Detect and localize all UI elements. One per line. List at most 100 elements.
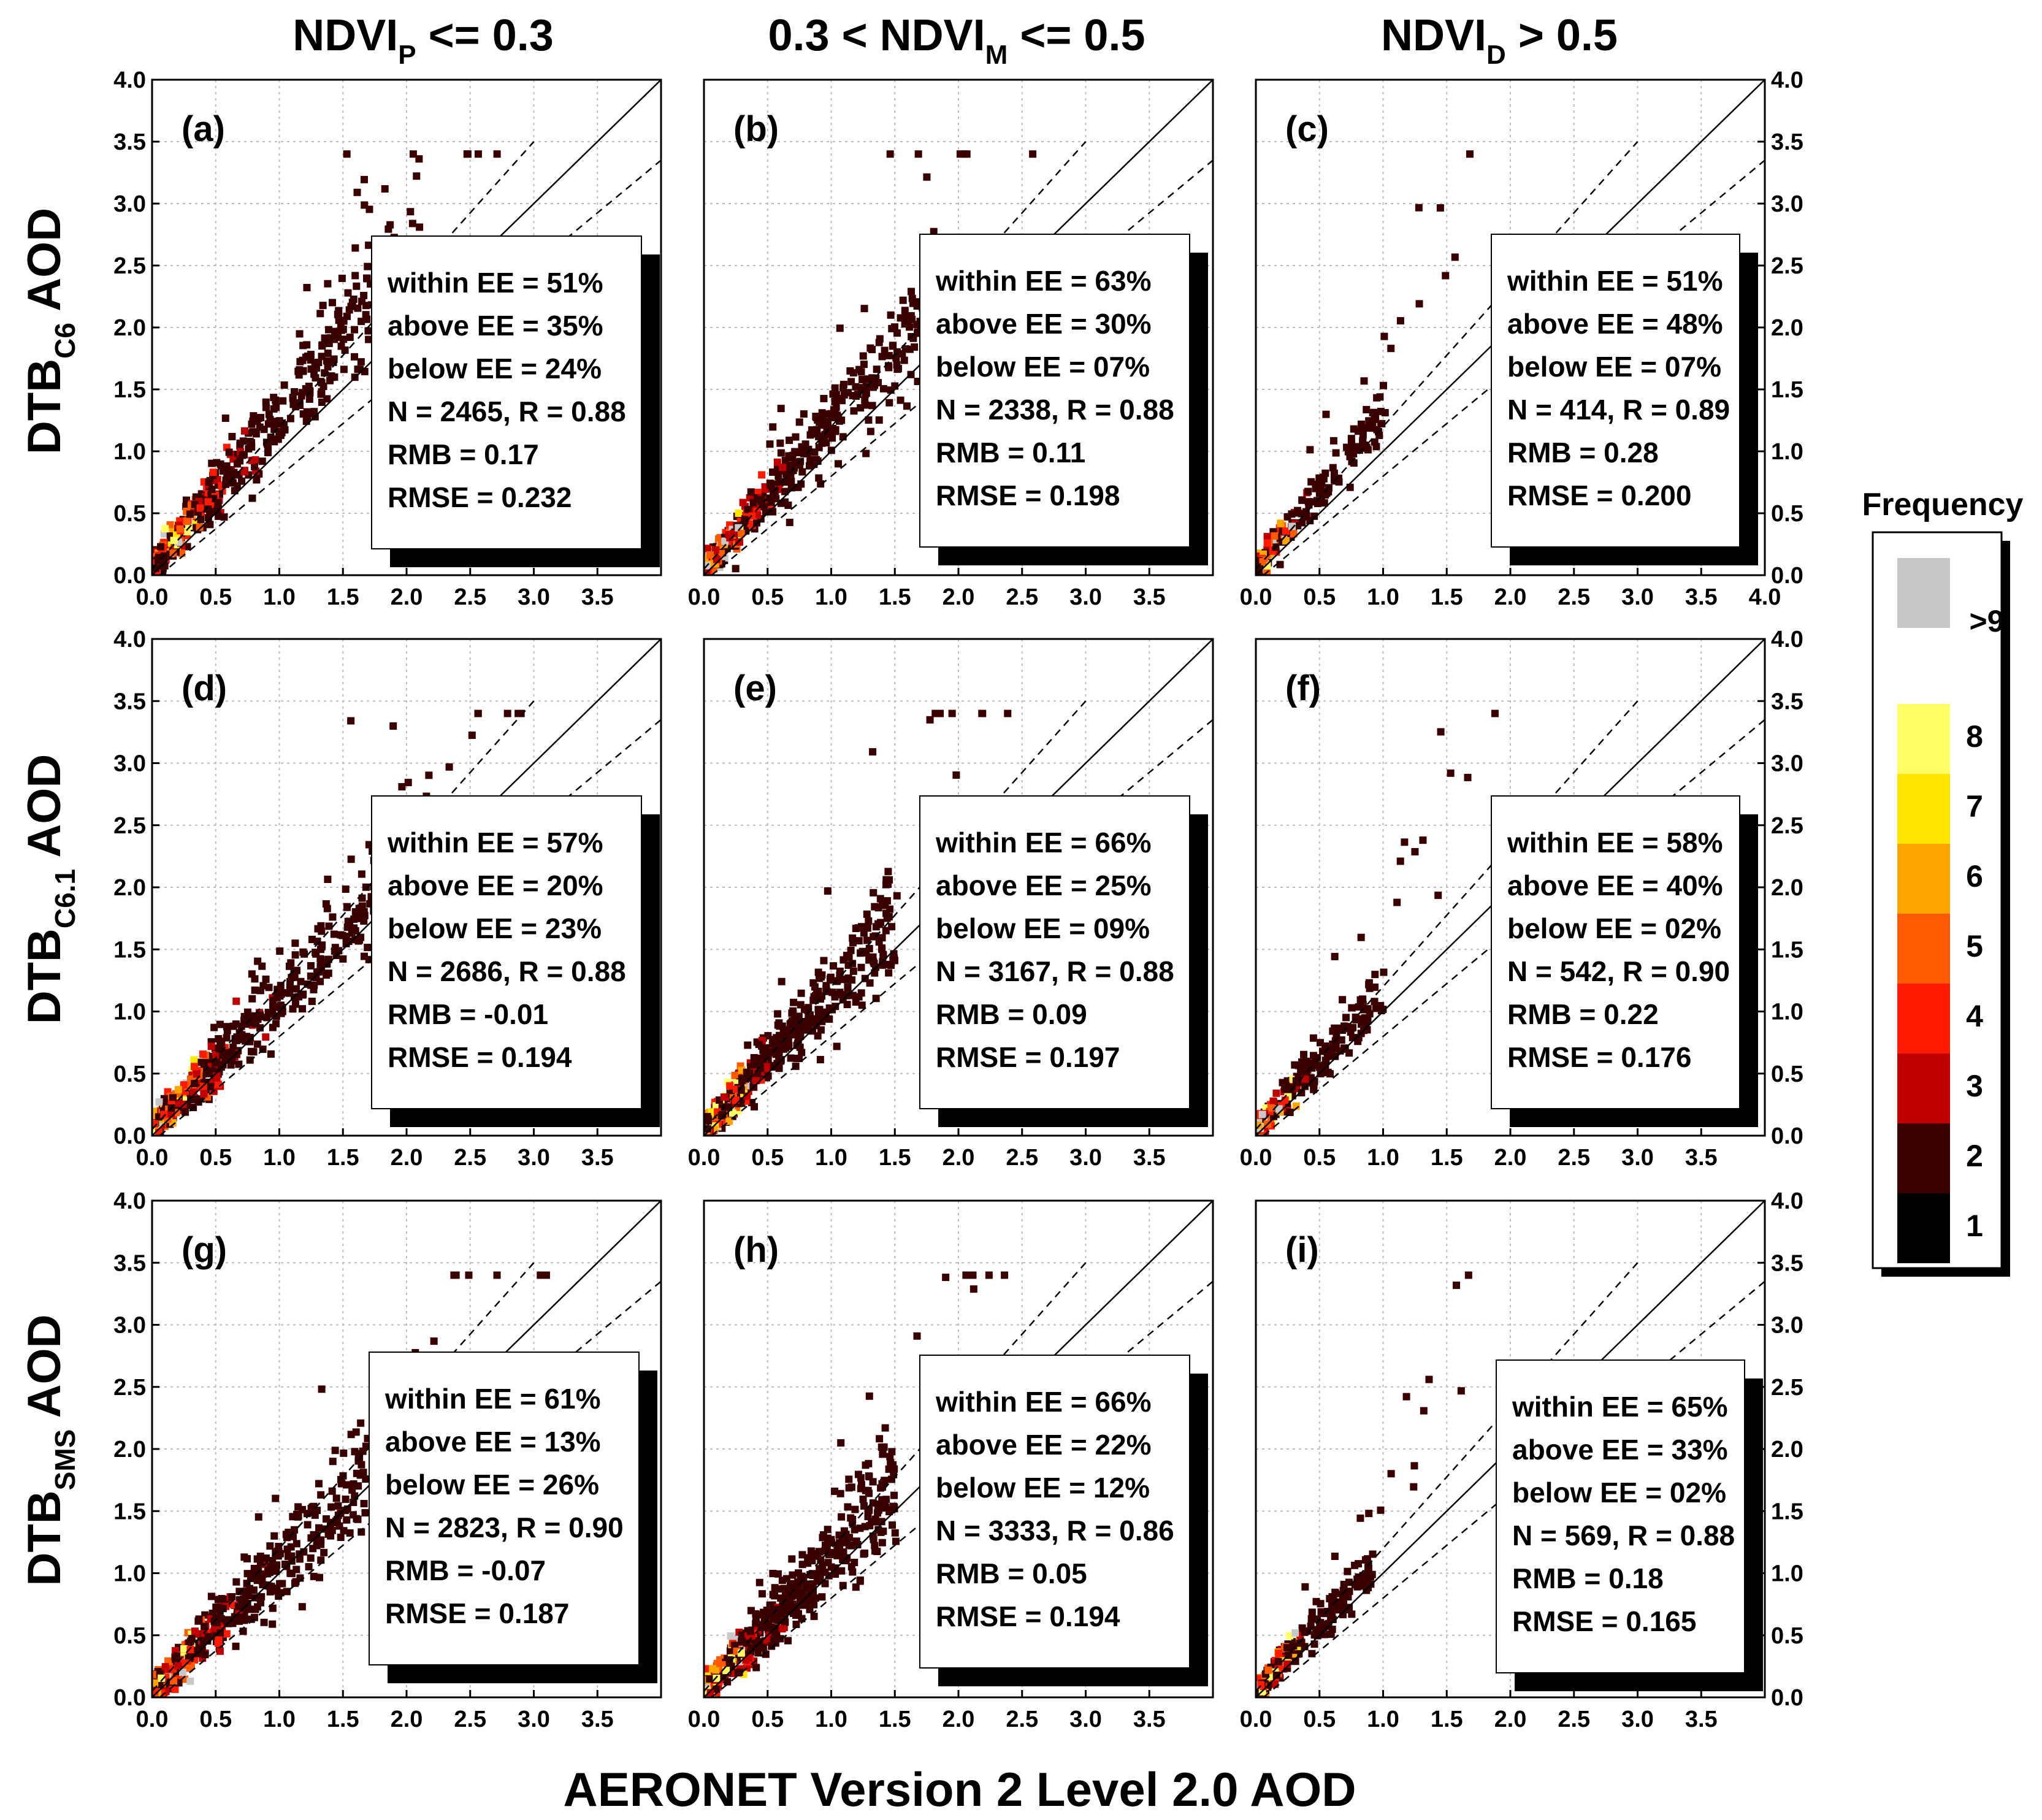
data-point bbox=[294, 1512, 302, 1520]
data-point bbox=[398, 783, 406, 791]
data-point bbox=[889, 1521, 897, 1529]
outlier-point bbox=[1451, 253, 1459, 261]
panel-label: (f) bbox=[1285, 668, 1321, 708]
data-point bbox=[732, 565, 740, 573]
y-tick-label: 3.0 bbox=[1771, 1313, 1803, 1339]
panel-i: 0.0 0.5 1.0 1.5 2.0 2.5 3.0 3.5 0.0 0.5 1.0 1.5 2.0 2… bbox=[1240, 1188, 1803, 1732]
data-point bbox=[857, 963, 865, 971]
data-point bbox=[709, 1665, 717, 1673]
stats-line: above EE = 20% bbox=[388, 870, 603, 901]
outlier-point bbox=[1437, 728, 1445, 736]
data-point bbox=[178, 1669, 186, 1677]
data-point bbox=[343, 923, 351, 931]
data-point bbox=[353, 282, 361, 290]
data-point bbox=[1321, 1045, 1329, 1053]
stats-box bbox=[1491, 234, 1740, 548]
data-point bbox=[351, 272, 359, 280]
y-tick-label: 1.0 bbox=[1771, 1561, 1803, 1587]
data-point bbox=[206, 508, 214, 516]
stats-box bbox=[919, 795, 1190, 1109]
x-tick-label: 1.5 bbox=[327, 584, 359, 610]
data-point bbox=[817, 480, 825, 488]
x-tick-label: 2.5 bbox=[1558, 584, 1590, 610]
data-point bbox=[362, 311, 370, 319]
data-point bbox=[279, 397, 287, 405]
y-tick-label: 3.0 bbox=[1771, 191, 1803, 217]
data-point bbox=[1256, 1114, 1263, 1122]
data-point bbox=[152, 564, 159, 572]
data-point bbox=[817, 1026, 825, 1034]
data-point bbox=[185, 1664, 193, 1672]
data-point bbox=[232, 1642, 240, 1650]
outlier-point bbox=[926, 716, 934, 724]
data-point bbox=[839, 381, 847, 389]
column-title-subscript: M bbox=[985, 40, 1008, 70]
data-point bbox=[704, 1665, 711, 1673]
x-tick-label: 0.5 bbox=[1303, 1145, 1336, 1171]
data-point bbox=[812, 992, 820, 1000]
data-point bbox=[829, 424, 837, 432]
x-tick-label: 0.0 bbox=[1240, 584, 1272, 610]
outlier-point bbox=[272, 1494, 280, 1502]
stats-line: within EE = 66% bbox=[935, 1386, 1152, 1418]
x-tick-label: 0.5 bbox=[199, 1145, 232, 1171]
stats-line: N = 414, R = 0.89 bbox=[1507, 394, 1730, 426]
x-tick-label: 0.0 bbox=[136, 584, 169, 610]
data-point bbox=[881, 1424, 889, 1432]
colorbar-swatch bbox=[1897, 774, 1950, 844]
y-tick-label: 1.5 bbox=[1771, 937, 1803, 963]
data-point bbox=[844, 975, 852, 983]
stats-line: RMB = -0.07 bbox=[385, 1554, 546, 1586]
data-point bbox=[847, 946, 855, 954]
data-point bbox=[852, 392, 860, 400]
y-tick-label: 2.0 bbox=[113, 315, 146, 341]
outlier-point bbox=[884, 868, 892, 876]
data-point bbox=[892, 1537, 900, 1545]
data-point bbox=[849, 939, 857, 947]
data-point bbox=[831, 384, 839, 392]
data-point bbox=[286, 983, 294, 991]
x-tick-label: 1.0 bbox=[815, 1707, 847, 1732]
x-tick-label: 0.5 bbox=[751, 584, 784, 610]
x-tick-label: 1.0 bbox=[263, 584, 296, 610]
data-point bbox=[885, 969, 893, 977]
column-title-rest: <= 0.5 bbox=[1008, 11, 1145, 60]
outlier-point bbox=[1365, 1510, 1373, 1518]
colorbar-swatch bbox=[1897, 844, 1950, 914]
data-point bbox=[782, 1044, 790, 1052]
data-point bbox=[1377, 1007, 1385, 1015]
data-point bbox=[293, 1566, 300, 1573]
data-point bbox=[318, 398, 326, 406]
data-point bbox=[800, 410, 808, 418]
x-tick-label: 2.5 bbox=[1558, 1707, 1590, 1732]
data-point bbox=[860, 1550, 868, 1558]
data-point bbox=[365, 241, 373, 249]
data-point bbox=[193, 1070, 201, 1078]
data-point bbox=[874, 379, 882, 387]
data-point bbox=[245, 445, 253, 453]
data-point bbox=[1364, 1015, 1372, 1023]
data-point bbox=[216, 1020, 224, 1028]
data-point bbox=[1320, 473, 1328, 481]
x-tick-label: 2.0 bbox=[943, 1145, 975, 1171]
data-point bbox=[706, 1689, 714, 1697]
data-point bbox=[250, 1048, 258, 1056]
data-point bbox=[1288, 522, 1296, 530]
data-point bbox=[1258, 1111, 1266, 1118]
data-point bbox=[332, 1494, 340, 1502]
data-point bbox=[759, 1643, 767, 1651]
data-point bbox=[800, 1573, 808, 1581]
y-tick-label: 2.0 bbox=[113, 1437, 146, 1462]
stats-line: RMSE = 0.232 bbox=[388, 481, 572, 513]
data-point bbox=[260, 1618, 268, 1626]
outlier-point bbox=[464, 150, 472, 158]
outlier-point bbox=[465, 1271, 473, 1279]
data-point bbox=[855, 937, 863, 945]
data-point bbox=[838, 397, 846, 405]
colorbar-label: >9 bbox=[1969, 604, 2004, 638]
outlier-point bbox=[1466, 150, 1474, 158]
stats-line: N = 542, R = 0.90 bbox=[1507, 955, 1730, 987]
outlier-point bbox=[1301, 1583, 1309, 1591]
data-point bbox=[810, 461, 818, 468]
y-tick-label: 0.0 bbox=[113, 1685, 146, 1711]
